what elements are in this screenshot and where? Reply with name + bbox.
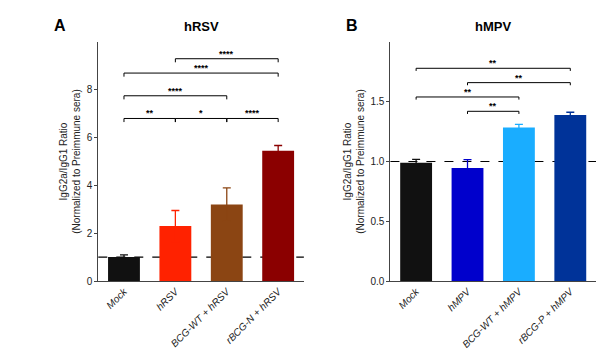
svg-text:****: **** [245,108,260,118]
svg-text:hRSV: hRSV [184,19,219,34]
svg-text:****: **** [194,63,209,73]
svg-text:**: ** [489,101,497,111]
svg-text:****: **** [219,49,234,59]
svg-text:A: A [54,17,66,34]
svg-text:hRSV: hRSV [154,285,181,312]
svg-text:**: ** [489,58,497,68]
svg-text:**: ** [146,108,154,118]
svg-text:BCG-WT + hMPV: BCG-WT + hMPV [460,285,525,350]
svg-text:hMPV: hMPV [475,19,511,34]
svg-text:0: 0 [87,276,93,287]
svg-text:B: B [346,17,358,34]
svg-text:0.0: 0.0 [371,276,385,287]
svg-text:Mock: Mock [104,285,129,310]
svg-text:rBCG-P + hMPV: rBCG-P + hMPV [516,285,577,346]
svg-text:****: **** [168,86,183,96]
svg-text:1.5: 1.5 [371,96,385,107]
svg-text:IgG2a/IgG1 Ratio(Normalized to: IgG2a/IgG1 Ratio(Normalized to Preimmune… [58,89,82,234]
svg-text:**: ** [464,87,472,97]
svg-text:**: ** [515,73,523,83]
svg-text:rBCG-N + hRSV: rBCG-N + hRSV [224,285,284,345]
svg-text:4: 4 [87,180,93,191]
svg-text:BCG-WT + hRSV: BCG-WT + hRSV [169,285,233,349]
svg-text:hMPV: hMPV [445,285,473,313]
svg-text:Mock: Mock [396,285,421,310]
svg-text:2: 2 [87,228,93,239]
svg-text:6: 6 [87,132,93,143]
svg-text:8: 8 [87,84,93,95]
svg-text:0.5: 0.5 [371,216,385,227]
svg-text:IgG2a/IgG1 Ratio(Normalized to: IgG2a/IgG1 Ratio(Normalized to Preimmune… [342,89,366,234]
svg-text:*: * [199,108,203,118]
svg-text:1.0: 1.0 [371,156,385,167]
